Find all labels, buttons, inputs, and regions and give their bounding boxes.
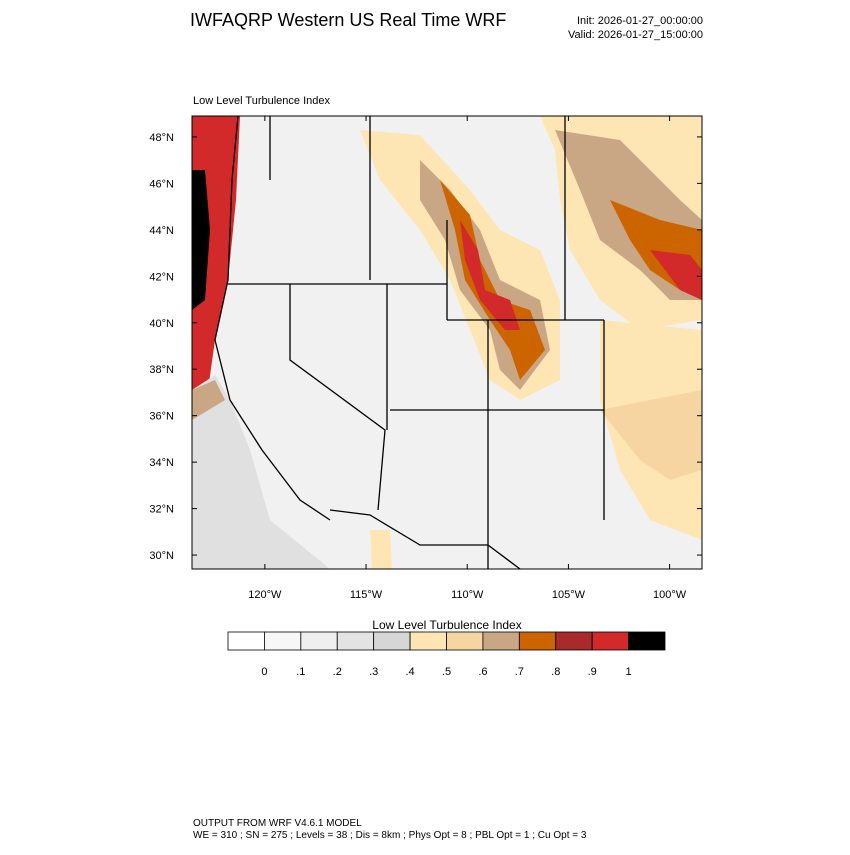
y-tick-label: 32°N	[149, 504, 174, 516]
colorbar-swatch	[518, 631, 557, 651]
x-tick-label: 100°W	[653, 589, 687, 601]
southern-plains-mid	[600, 390, 702, 480]
colorbar-swatch	[336, 631, 375, 651]
x-tick-label: 115°W	[350, 589, 383, 601]
colorbar-label: .3	[369, 666, 378, 678]
x-tick-label: 120°W	[248, 589, 282, 601]
colorbar-swatch	[227, 631, 265, 651]
baja-low	[370, 530, 392, 569]
map-ticks: 120°W 115°W 110°W 105°W 100°W 30°N 32°N 34°N 36°…	[149, 116, 702, 601]
y-tick-label: 48°N	[149, 132, 174, 144]
init-time: Init: 2026-01-27_00:00:00	[577, 15, 703, 27]
map-field	[192, 116, 702, 569]
colorbar-label: .1	[296, 666, 305, 678]
y-tick-label: 36°N	[149, 411, 174, 423]
colorbar-swatch	[373, 631, 411, 651]
y-tick-label: 30°N	[149, 550, 174, 562]
colorbar-label: 1	[626, 666, 632, 678]
ocean-mid	[192, 380, 225, 420]
plains-max	[650, 250, 702, 300]
y-tick-label: 38°N	[149, 364, 174, 376]
state-borders	[214, 115, 605, 570]
california-nevada-border	[289, 284, 386, 511]
footer-line-2: WE = 310 ; SN = 275 ; Levels = 38 ; Dis …	[193, 830, 587, 841]
rockies-max	[460, 220, 520, 330]
ocean-low	[192, 375, 330, 569]
y-tick-label: 46°N	[149, 178, 174, 190]
mexico-border	[329, 509, 521, 570]
colorbar: 0 .1 .2 .3 .4 .5 .6 .7 .8 .9 1	[227, 631, 666, 678]
footer-line-1: OUTPUT FROM WRF V4.6.1 MODEL	[193, 818, 362, 829]
map-frame	[191, 115, 703, 570]
colorbar-swatch	[264, 631, 302, 651]
colorbar-label: .5	[442, 666, 451, 678]
y-tick-label: 44°N	[149, 225, 174, 237]
offshore-max	[192, 170, 210, 310]
colorbar-label: .6	[478, 666, 487, 678]
colorbar-label: .4	[405, 666, 414, 678]
valid-time: Valid: 2026-01-27_15:00:00	[568, 29, 703, 41]
x-tick-label: 110°W	[451, 589, 484, 601]
y-tick-label: 34°N	[149, 457, 174, 469]
x-tick-label: 105°W	[552, 589, 586, 601]
y-tick-label: 42°N	[149, 271, 174, 283]
colorbar-label: .7	[515, 666, 524, 678]
colorbar-swatch	[300, 631, 338, 651]
colorbar-swatch	[591, 631, 629, 651]
colorbar-swatch	[409, 631, 447, 651]
colorbar-swatch	[628, 631, 666, 651]
y-tick-label: 40°N	[149, 318, 174, 330]
title: IWFAQRP Western US Real Time WRF	[190, 10, 506, 30]
map-subtitle: Low Level Turbulence Index	[193, 95, 330, 107]
colorbar-label: .2	[333, 666, 342, 678]
colorbar-swatch	[446, 631, 484, 651]
coastline	[214, 115, 331, 521]
colorbar-swatch	[555, 631, 593, 651]
colorbar-label: .9	[588, 666, 597, 678]
colorbar-label: 0	[261, 666, 267, 678]
colorbar-title: Low Level Turbulence Index	[372, 618, 521, 632]
colorbar-label: .8	[551, 666, 560, 678]
colorbar-swatch	[482, 631, 520, 651]
